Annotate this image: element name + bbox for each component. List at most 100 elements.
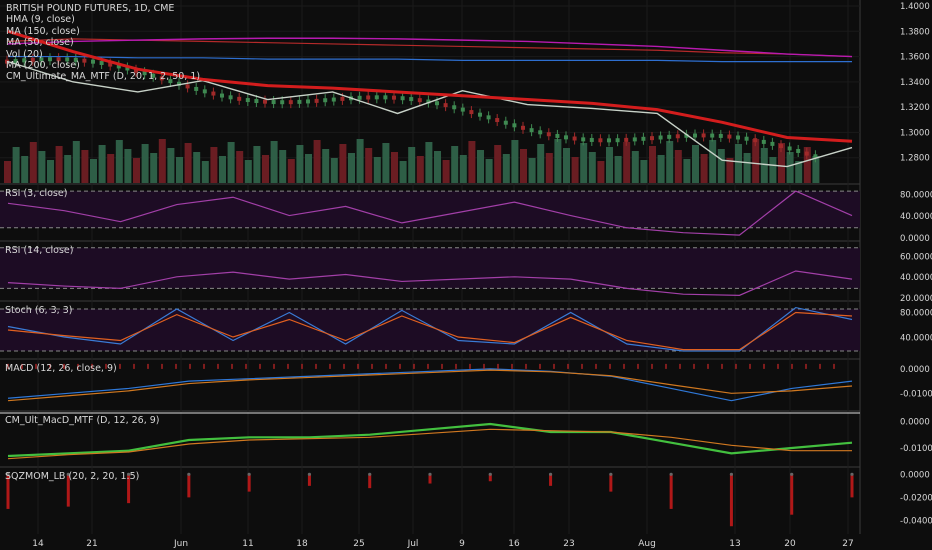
volume-bar bbox=[115, 140, 123, 183]
candle-body bbox=[658, 135, 663, 140]
candle-body bbox=[572, 136, 577, 141]
sqzmom-bar bbox=[850, 474, 854, 498]
volume-bar bbox=[803, 147, 811, 183]
volume-bar bbox=[348, 153, 355, 183]
volume-bar bbox=[236, 151, 244, 183]
candle-body bbox=[521, 125, 525, 130]
candle-body bbox=[443, 103, 448, 108]
candle-body bbox=[254, 99, 259, 104]
sqzmom-dot bbox=[729, 472, 734, 476]
indicator-label-hma: HMA (9, close) bbox=[6, 14, 75, 26]
volume-bar bbox=[391, 152, 398, 183]
candle-body bbox=[245, 98, 250, 103]
volume-bar bbox=[29, 142, 37, 183]
candle-body bbox=[564, 135, 568, 140]
candle-body bbox=[529, 128, 534, 133]
volume-bar bbox=[150, 153, 158, 183]
y-tick-label-oscillator: 40.0000 bbox=[900, 333, 932, 343]
volume-bar bbox=[692, 145, 699, 183]
candle-body bbox=[99, 60, 104, 65]
candle-body bbox=[546, 132, 551, 137]
volume-bar bbox=[812, 156, 820, 183]
y-tick-label-oscillator: 0.0000 bbox=[900, 234, 930, 244]
volume-bar bbox=[477, 150, 484, 183]
x-tick-label: Jul bbox=[407, 539, 419, 549]
x-tick-label: Aug bbox=[638, 539, 656, 549]
candle-body bbox=[478, 112, 482, 117]
candle-body bbox=[108, 62, 113, 67]
volume-bar bbox=[356, 139, 364, 183]
y-tick-label-oscillator: 0.0000 bbox=[900, 470, 930, 480]
volume-bar bbox=[141, 144, 149, 183]
volume-bar bbox=[494, 145, 502, 183]
volume-bar bbox=[313, 140, 321, 183]
volume-bar bbox=[511, 140, 519, 183]
indicator-label-ultma: CM_Ultimate_MA_MTF (D, 20, 1, 2, 50, 1) bbox=[6, 71, 201, 83]
volume-bar bbox=[167, 148, 175, 183]
volume-bar bbox=[270, 141, 278, 183]
sqzmom-dot bbox=[126, 472, 131, 476]
candle-body bbox=[753, 138, 758, 143]
volume-bar bbox=[520, 149, 527, 183]
volume-bar bbox=[528, 158, 536, 183]
volume-bar bbox=[210, 147, 218, 183]
x-tick-label: 13 bbox=[729, 539, 740, 549]
sqzmom-bar bbox=[790, 474, 794, 515]
candle-body bbox=[125, 66, 130, 71]
candle-body bbox=[718, 133, 723, 138]
x-tick-label: 21 bbox=[86, 539, 97, 549]
chart-header: BRITISH POUND FUTURES, 1D, CME HMA (9, c… bbox=[6, 3, 200, 83]
volume-bar bbox=[133, 158, 140, 183]
cm-macd-line bbox=[7, 422, 853, 458]
candle-body bbox=[374, 95, 379, 100]
panel-title: SQZMOM_LB (20, 2, 20, 1.5) bbox=[5, 471, 139, 482]
volume-bar bbox=[416, 156, 424, 183]
candle-body bbox=[134, 68, 138, 73]
volume-bar bbox=[769, 157, 777, 183]
candle-body bbox=[486, 115, 491, 120]
x-tick-label: 25 bbox=[353, 539, 364, 549]
sqzmom-bar bbox=[549, 474, 553, 486]
candle-body bbox=[469, 110, 474, 115]
sqzmom-dot bbox=[548, 472, 553, 476]
sqzmom-dot bbox=[247, 472, 251, 476]
candle-body bbox=[667, 134, 672, 139]
volume-bar bbox=[4, 161, 11, 183]
volume-bar bbox=[631, 151, 639, 183]
volume-bar bbox=[279, 150, 287, 183]
volume-bar bbox=[760, 148, 768, 183]
candle-body bbox=[701, 133, 706, 138]
sqzmom-bar bbox=[729, 474, 733, 527]
candle-body bbox=[280, 100, 285, 105]
candle-body bbox=[177, 81, 181, 86]
candle-body bbox=[512, 123, 517, 128]
candle-body bbox=[30, 57, 35, 62]
sqzmom-dot bbox=[307, 472, 312, 476]
candle-body bbox=[624, 137, 629, 142]
indicator-label-vol: Vol (20) bbox=[6, 48, 43, 60]
volume-bar bbox=[657, 155, 665, 183]
stoch-line bbox=[7, 306, 853, 352]
volume-bar bbox=[55, 146, 63, 183]
candle-body bbox=[331, 97, 336, 102]
volume-bar bbox=[666, 141, 674, 183]
volume-bar bbox=[726, 158, 734, 183]
volume-bar bbox=[709, 140, 717, 183]
volume-bar bbox=[606, 147, 613, 183]
y-tick-label-oscillator: 60.0000 bbox=[900, 252, 932, 262]
indicator-label-ma50: MA (50, close) bbox=[6, 37, 74, 49]
candle-body bbox=[632, 137, 637, 142]
candle-body bbox=[168, 79, 173, 84]
sqzmom-bar bbox=[247, 474, 251, 492]
volume-bar bbox=[700, 154, 708, 183]
y-tick-label-oscillator: -0.0100 bbox=[900, 389, 932, 399]
x-tick-label: 11 bbox=[242, 539, 253, 549]
candle-body bbox=[185, 84, 190, 89]
volume-bar bbox=[399, 161, 407, 183]
candle-body bbox=[56, 57, 61, 62]
y-tick-label-oscillator: -0.0400 bbox=[900, 516, 932, 526]
sqzmom-bar bbox=[66, 474, 70, 507]
volume-bar bbox=[554, 139, 562, 183]
y-tick-label-oscillator: 0.0000 bbox=[900, 417, 930, 427]
candle-body bbox=[263, 99, 267, 104]
